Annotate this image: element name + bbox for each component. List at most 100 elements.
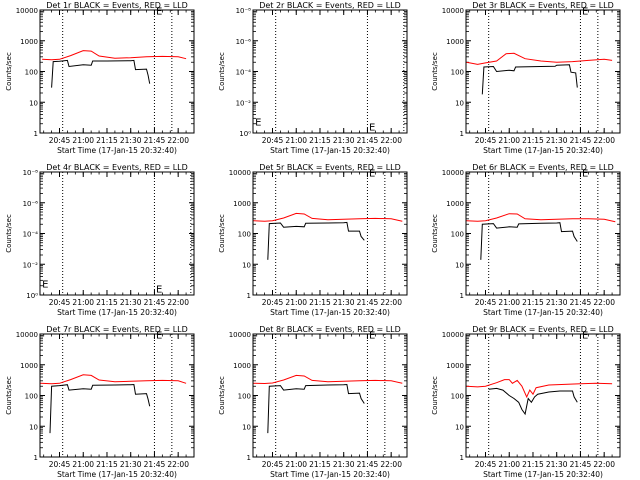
- panel-title: Det 7r BLACK = Events, RED = LLD: [46, 325, 188, 334]
- x-tick-label: 21:00: [498, 136, 520, 145]
- x-axis-label: Start Time (17-Jan-15 20:32:40): [483, 470, 603, 479]
- panel-det6r: Det 6r BLACK = Events, RED = LLD Counts/s…: [431, 163, 621, 317]
- x-tick-label: 22:00: [380, 136, 402, 145]
- y-tick-label: 10⁻²: [236, 99, 252, 107]
- x-tick-label: 21:00: [285, 136, 307, 145]
- x-tick-label: 20:45: [262, 298, 284, 307]
- lld-series-line: [466, 52, 613, 65]
- x-tick-label: 22:00: [167, 298, 189, 307]
- x-tick-label: 21:45: [144, 298, 166, 307]
- plot-frame: [39, 171, 195, 296]
- plot-frame: [465, 333, 621, 458]
- y-tick-label: 1: [34, 130, 38, 138]
- panel-title: Det 9r BLACK = Events, RED = LLD: [472, 325, 614, 334]
- event-marker: E: [156, 6, 162, 17]
- x-tick-label: 22:00: [593, 136, 615, 145]
- x-tick-label: 22:00: [593, 298, 615, 307]
- y-tick-label: 1: [460, 130, 464, 138]
- x-tick-label: 20:45: [49, 136, 71, 145]
- events-series-line: [51, 59, 151, 88]
- lld-series-line: [466, 213, 616, 223]
- x-axis-label: Start Time (17-Jan-15 20:32:40): [483, 308, 603, 317]
- y-tick-label: 10⁻⁶: [236, 38, 252, 46]
- y-tick-label: 100: [25, 393, 38, 401]
- panel-title: Det 1r BLACK = Events, RED = LLD: [46, 1, 188, 10]
- y-tick-label: 1000: [20, 362, 38, 370]
- x-tick-label: 21:15: [309, 136, 331, 145]
- panel-title: Det 3r BLACK = Events, RED = LLD: [472, 1, 614, 10]
- x-tick-label: 22:00: [167, 136, 189, 145]
- event-marker: E: [582, 168, 588, 179]
- x-axis-label: Start Time (17-Jan-15 20:32:40): [270, 146, 390, 155]
- y-axis-label: Counts/sec: [431, 52, 439, 91]
- y-tick-label: 1000: [446, 362, 464, 370]
- x-axis-label: Start Time (17-Jan-15 20:32:40): [57, 308, 177, 317]
- y-tick-label: 100: [238, 231, 251, 239]
- event-marker: E: [369, 330, 375, 341]
- y-tick-label: 10000: [442, 331, 464, 339]
- y-tick-label: 10⁻⁸: [23, 169, 39, 177]
- event-marker: E: [156, 330, 162, 341]
- y-tick-label: 10000: [16, 7, 38, 15]
- panel-det9r: Det 9r BLACK = Events, RED = LLD Counts/s…: [431, 325, 621, 479]
- event-marker: E: [156, 285, 162, 296]
- x-tick-label: 21:30: [333, 460, 355, 469]
- plot-frame: [252, 9, 408, 134]
- x-tick-label: 21:45: [570, 460, 592, 469]
- x-axis-label: Start Time (17-Jan-15 20:32:40): [57, 470, 177, 479]
- y-tick-label: 10000: [229, 331, 251, 339]
- x-tick-label: 21:00: [498, 298, 520, 307]
- plot-frame: [252, 171, 408, 296]
- event-marker: E: [582, 6, 588, 17]
- x-tick-label: 22:00: [380, 298, 402, 307]
- y-axis-label: Counts/sec: [431, 376, 439, 415]
- y-tick-label: 10000: [16, 331, 38, 339]
- y-tick-label: 10: [242, 261, 251, 269]
- x-tick-label: 21:15: [522, 298, 544, 307]
- panel-title: Det 8r BLACK = Events, RED = LLD: [259, 325, 401, 334]
- event-marker: E: [582, 330, 588, 341]
- x-tick-label: 22:00: [380, 460, 402, 469]
- x-tick-label: 21:45: [570, 298, 592, 307]
- lld-series-line: [253, 212, 403, 222]
- panel-title: Det 4r BLACK = Events, RED = LLD: [46, 163, 188, 172]
- event-marker: E: [369, 168, 375, 179]
- plot-frame: [465, 171, 621, 296]
- x-tick-label: 20:45: [49, 460, 71, 469]
- x-tick-label: 21:45: [144, 136, 166, 145]
- y-axis-label: Counts/sec: [218, 376, 226, 415]
- x-tick-label: 21:30: [333, 136, 355, 145]
- lld-series-line: [42, 50, 187, 61]
- panel-det8r: Det 8r BLACK = Events, RED = LLD Counts/s…: [218, 325, 408, 479]
- x-tick-label: 20:45: [475, 298, 497, 307]
- panel-title: Det 2r BLACK = Events, RED = LLD: [259, 1, 401, 10]
- y-tick-label: 1: [460, 454, 464, 462]
- panel-det1r: Det 1r BLACK = Events, RED = LLD Counts/s…: [5, 1, 195, 155]
- x-tick-label: 21:30: [120, 298, 142, 307]
- y-axis-label: Counts/sec: [5, 376, 13, 415]
- plot-frame: [39, 333, 195, 458]
- y-tick-label: 1000: [233, 362, 251, 370]
- y-tick-label: 1: [460, 292, 464, 300]
- x-tick-label: 21:15: [96, 136, 118, 145]
- plot-frame: [252, 333, 408, 458]
- y-tick-label: 10⁻⁶: [23, 200, 39, 208]
- y-axis-label: Counts/sec: [5, 214, 13, 253]
- y-tick-label: 10⁰: [239, 130, 251, 138]
- y-tick-label: 100: [451, 393, 464, 401]
- y-tick-label: 10: [455, 99, 464, 107]
- x-tick-label: 20:45: [475, 460, 497, 469]
- x-tick-label: 20:45: [475, 136, 497, 145]
- x-tick-label: 21:30: [120, 460, 142, 469]
- event-marker: E: [42, 279, 48, 290]
- y-tick-label: 10: [29, 423, 38, 431]
- y-tick-label: 1: [247, 454, 251, 462]
- events-series-line: [481, 64, 578, 95]
- y-tick-label: 1000: [233, 200, 251, 208]
- y-tick-label: 100: [451, 231, 464, 239]
- x-tick-label: 21:00: [285, 298, 307, 307]
- y-tick-label: 10: [455, 261, 464, 269]
- x-tick-label: 20:45: [262, 460, 284, 469]
- panel-det2r: Det 2r BLACK = Events, RED = LLD Counts/s…: [218, 1, 408, 155]
- x-tick-label: 21:00: [72, 460, 94, 469]
